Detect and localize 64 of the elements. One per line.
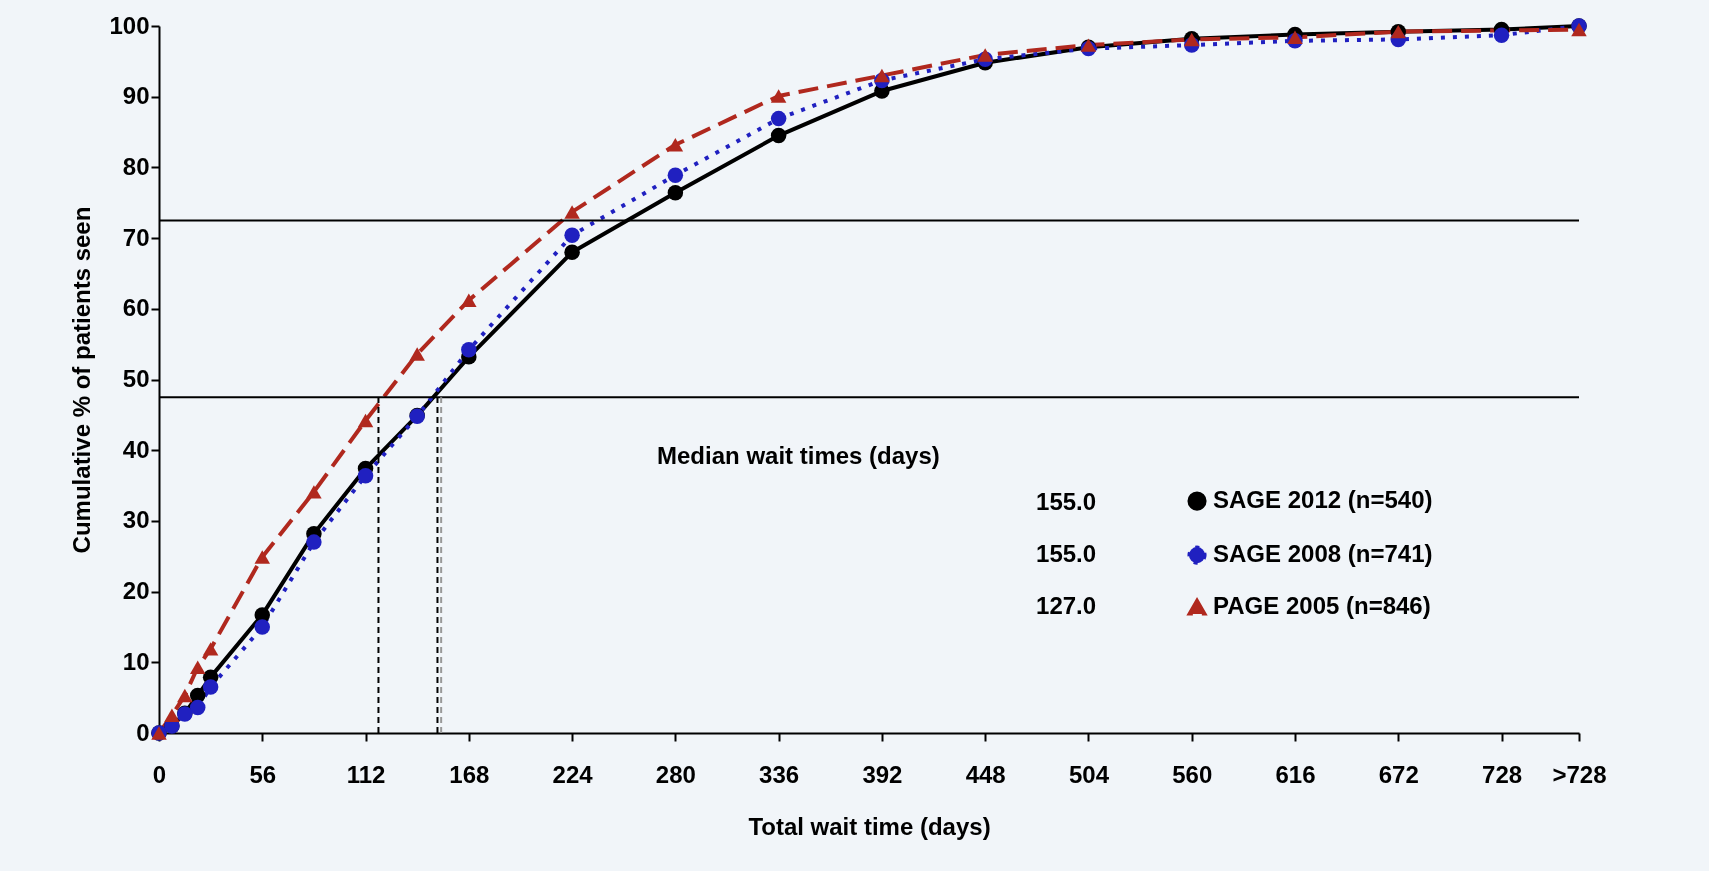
annotation: Median wait times (days)	[657, 442, 940, 470]
point	[874, 68, 890, 83]
point	[357, 467, 374, 484]
point	[202, 642, 219, 656]
point	[189, 660, 206, 674]
x-axis-title: Total wait time (days)	[748, 812, 991, 840]
x-tick-label: 336	[759, 760, 800, 788]
point	[770, 89, 787, 103]
x-tick-label: 56	[249, 760, 277, 788]
point	[1287, 30, 1303, 45]
y-tick-label: 0	[136, 718, 150, 746]
y-tick-label: 100	[109, 11, 150, 39]
point	[461, 342, 477, 358]
x-tick-label: 616	[1275, 760, 1316, 788]
x-tick-label: >728	[1552, 760, 1607, 788]
point	[770, 127, 787, 144]
point	[177, 688, 193, 703]
point	[254, 550, 271, 564]
annotation: 127.0	[1036, 592, 1097, 620]
y-tick-label: 50	[122, 365, 150, 392]
x-tick-label: 672	[1378, 760, 1419, 788]
y-tick-label: 90	[122, 82, 150, 110]
x-tick-label: 728	[1482, 760, 1523, 788]
point	[564, 244, 580, 260]
point	[306, 485, 322, 499]
point	[977, 48, 993, 62]
y-tick-label: 20	[122, 577, 150, 605]
x-tick-label: 280	[655, 760, 696, 788]
x-tick-label: 504	[1068, 760, 1110, 788]
point	[770, 110, 787, 127]
point	[409, 347, 425, 361]
legend-label: SAGE 2008 (n=741)	[1213, 540, 1433, 568]
x-tick-label: 112	[346, 760, 386, 788]
point	[357, 413, 374, 428]
point	[667, 138, 684, 152]
x-tick-label: 0	[152, 760, 167, 788]
point	[202, 679, 219, 695]
point	[564, 227, 580, 243]
point	[667, 167, 684, 183]
point	[461, 293, 477, 308]
y-axis-title: Cumulative % of patients seen	[68, 206, 96, 554]
x-tick-label: 168	[449, 760, 490, 788]
x-tick-label: 224	[552, 760, 594, 788]
x-tick-label: 560	[1172, 760, 1213, 788]
x-tick-label: 392	[862, 760, 903, 788]
point	[254, 619, 271, 635]
point	[1571, 22, 1587, 37]
annotation: 155.0	[1036, 488, 1097, 516]
y-tick-label: 40	[122, 435, 150, 463]
y-tick-label: 60	[122, 294, 150, 322]
y-tick-label: 10	[122, 647, 150, 675]
x-tick-label: 448	[965, 760, 1006, 788]
legend-label: SAGE 2012 (n=540)	[1213, 486, 1433, 514]
y-tick-label: 30	[122, 506, 150, 534]
point	[306, 534, 322, 550]
legend-label: PAGE 2005 (n=846)	[1213, 592, 1431, 620]
y-tick-label: 80	[122, 152, 150, 180]
y-tick-label: 70	[122, 223, 150, 251]
point	[1493, 27, 1510, 43]
annotation: 155.0	[1036, 540, 1097, 568]
point	[564, 205, 580, 219]
point	[164, 708, 180, 723]
point	[189, 699, 206, 716]
point	[667, 185, 684, 201]
